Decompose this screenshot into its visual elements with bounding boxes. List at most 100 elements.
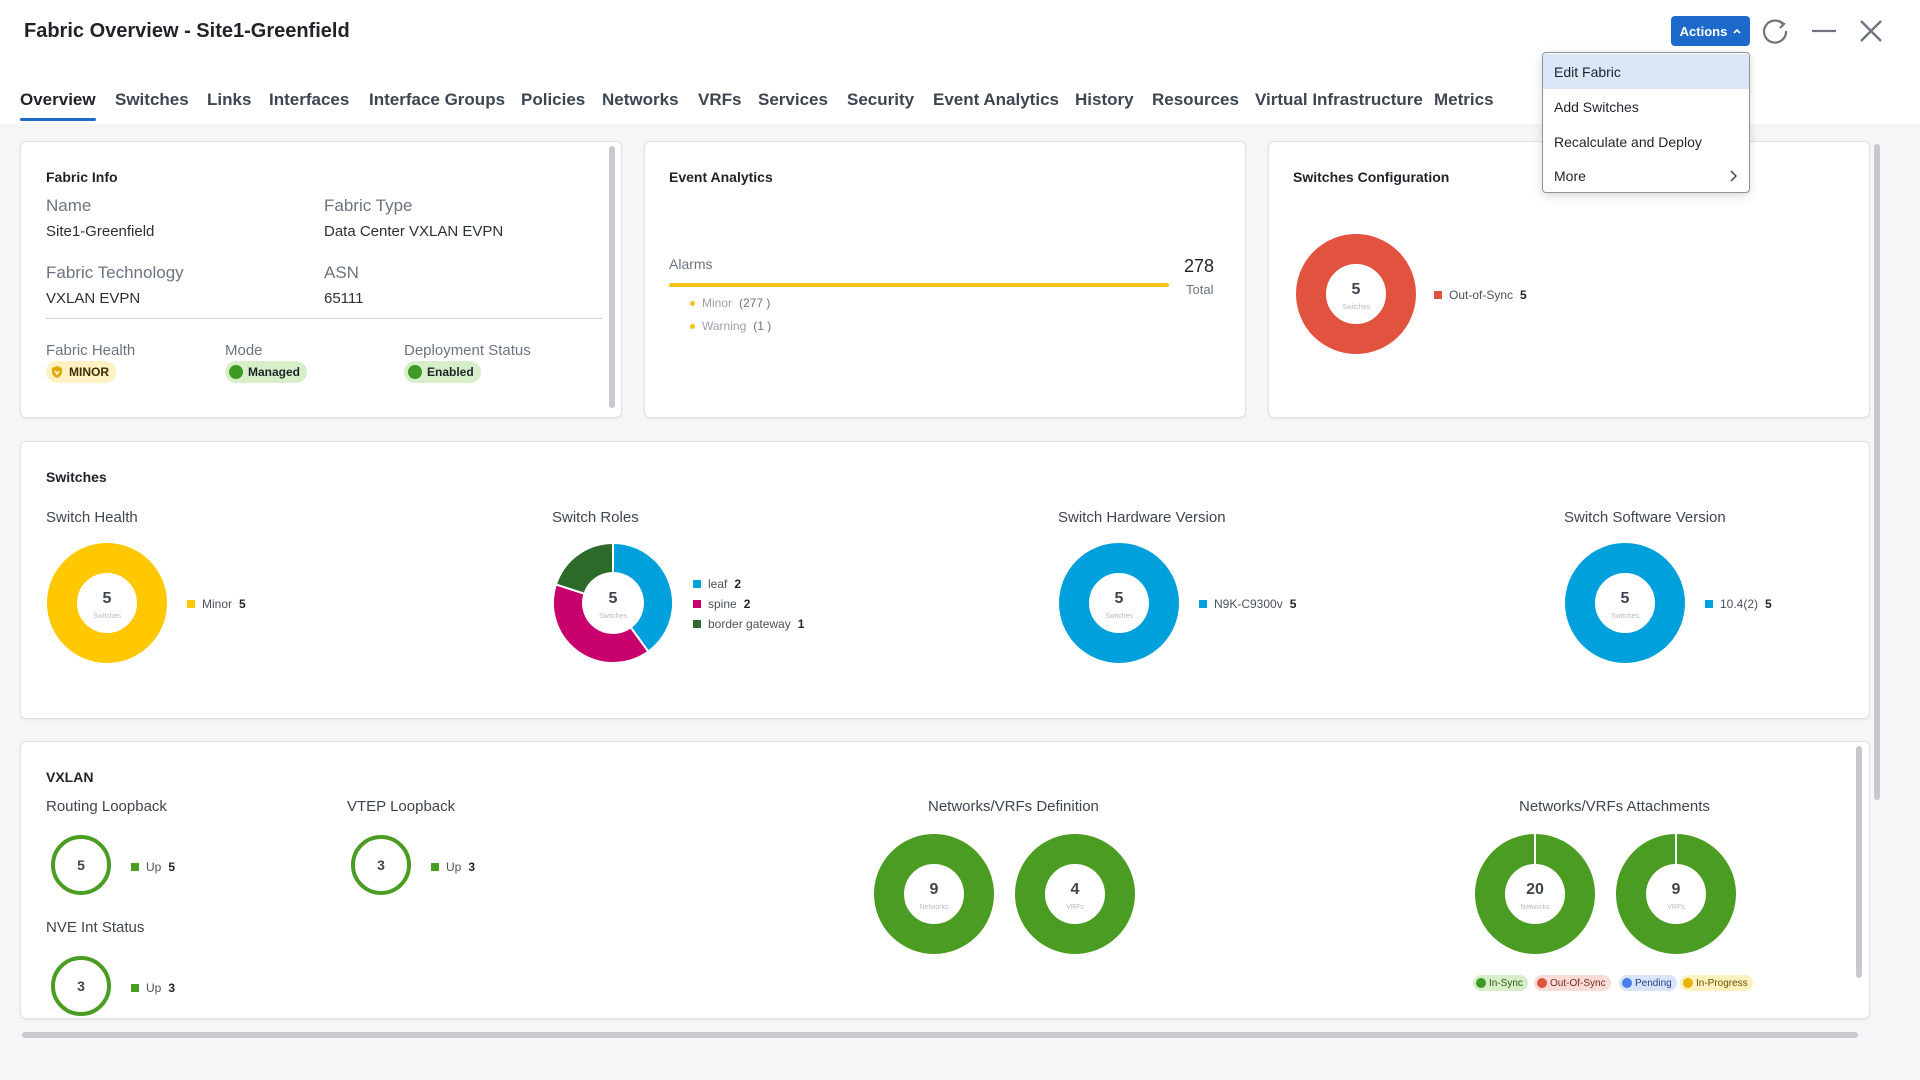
legend-routing-up: Up 5 <box>131 860 175 874</box>
status-dot-icon <box>229 365 243 379</box>
legend-label: border gateway <box>708 617 791 631</box>
alarm-minor-row: Minor (277 ) <box>690 296 770 310</box>
fabric-technology-label: Fabric Technology <box>46 263 184 282</box>
menu-item-add-switches[interactable]: Add Switches <box>1543 89 1749 124</box>
donut-slice-border-gateway <box>554 543 614 595</box>
vtep-loopback-ring: 3 <box>351 835 411 895</box>
legend-label: Minor <box>202 597 233 611</box>
alarm-warning-row: Warning (1 ) <box>690 319 771 333</box>
chevron-right-icon <box>1730 170 1737 182</box>
tab-services[interactable]: Services <box>758 90 828 109</box>
vxlan-scrollbar[interactable] <box>1856 746 1862 978</box>
networks-vrfs-attachments-label: Networks/VRFs Attachments <box>1519 798 1710 815</box>
donut-center-label: Switches <box>1611 613 1640 620</box>
donut-center-value: 20 <box>1526 881 1544 898</box>
alarms-label: Alarms <box>669 256 713 272</box>
status-label: In-Progress <box>1696 977 1748 989</box>
donut-center-label: Networks <box>919 904 949 911</box>
alarm-warning-label: Warning <box>702 319 747 333</box>
tab-interfaces[interactable]: Interfaces <box>269 90 350 109</box>
definition-vrfs-donut: 4 VRFs <box>1015 834 1135 954</box>
refresh-icon[interactable] <box>1758 14 1792 48</box>
fabric-health-value: MINOR <box>69 365 109 379</box>
shield-icon <box>52 366 62 378</box>
status-label: Out-Of-Sync <box>1550 977 1606 989</box>
donut-center-value: 9 <box>930 881 939 898</box>
actions-menu: Edit Fabric Add Switches Recalculate and… <box>1542 52 1750 193</box>
ring-value: 3 <box>377 857 385 873</box>
tab-history[interactable]: History <box>1075 90 1134 109</box>
routing-loopback-ring: 5 <box>51 835 111 895</box>
legend-swatch <box>187 600 195 608</box>
mode-label: Mode <box>225 342 263 359</box>
tab-networks[interactable]: Networks <box>602 90 679 109</box>
legend-count: 5 <box>168 860 176 874</box>
donut-center-label: VRFs <box>1066 904 1084 911</box>
menu-item-label: More <box>1554 167 1586 184</box>
menu-item-recalculate-deploy[interactable]: Recalculate and Deploy <box>1543 124 1749 159</box>
menu-item-more[interactable]: More <box>1543 158 1749 193</box>
legend-count: 2 <box>743 597 751 611</box>
tab-overview[interactable]: Overview <box>20 90 96 121</box>
legend-swatch <box>431 863 439 871</box>
actions-button[interactable]: Actions <box>1671 16 1750 46</box>
switches-title: Switches <box>46 469 107 485</box>
nve-int-status-label: NVE Int Status <box>46 919 145 936</box>
legend-leaf: leaf 2 <box>693 577 741 591</box>
legend-label: spine <box>708 597 737 611</box>
tab-vrfs[interactable]: VRFs <box>698 90 742 109</box>
legend-swatch <box>131 984 139 992</box>
donut-center-value: 5 <box>1621 590 1630 607</box>
ring-value: 3 <box>77 978 85 994</box>
legend-spine: spine 2 <box>693 597 750 611</box>
status-dot-icon <box>408 365 422 379</box>
tab-event-analytics[interactable]: Event Analytics <box>933 90 1059 109</box>
status-label: Pending <box>1635 977 1672 989</box>
close-icon[interactable] <box>1854 14 1888 48</box>
chevron-up-icon <box>1733 28 1741 34</box>
legend-minor: Minor 5 <box>187 597 246 611</box>
mode-value: Managed <box>248 365 301 379</box>
nve-int-status-ring: 3 <box>51 956 111 1016</box>
page-vertical-scrollbar[interactable] <box>1874 144 1880 800</box>
legend-swatch <box>131 863 139 871</box>
fabric-info-scrollbar[interactable] <box>609 146 615 408</box>
status-out-of-sync: Out-Of-Sync <box>1534 975 1611 991</box>
tab-interface-groups[interactable]: Interface Groups <box>369 90 506 109</box>
tab-security[interactable]: Security <box>847 90 915 109</box>
minimize-icon[interactable] <box>1806 14 1840 48</box>
legend-count: 3 <box>168 981 176 995</box>
fabric-type-label: Fabric Type <box>324 196 413 215</box>
fabric-name-value: Site1-Greenfield <box>46 223 155 240</box>
tab-metrics[interactable]: Metrics <box>1434 90 1494 109</box>
tab-links[interactable]: Links <box>207 90 252 109</box>
donut-center-label: Switches <box>93 613 122 620</box>
legend-count: 5 <box>1289 597 1297 611</box>
status-dot-icon <box>1476 978 1486 988</box>
switches-configuration-title: Switches Configuration <box>1293 169 1450 185</box>
alarm-minor-label: Minor <box>702 296 733 310</box>
menu-item-edit-fabric[interactable]: Edit Fabric <box>1543 54 1749 89</box>
attachments-networks-donut: 20 Networks <box>1475 834 1595 954</box>
status-dot-icon <box>1537 978 1547 988</box>
name-label: Name <box>46 196 92 215</box>
legend-label: Up <box>146 860 162 874</box>
tab-switches[interactable]: Switches <box>115 90 189 109</box>
switch-health-label: Switch Health <box>46 509 138 526</box>
switch-hardware-version-label: Switch Hardware Version <box>1058 509 1226 526</box>
legend-10-4-2: 10.4(2) 5 <box>1705 597 1772 611</box>
fabric-info-title: Fabric Info <box>46 169 118 185</box>
switch-health-donut: 5 Switches <box>47 543 167 663</box>
alarms-bar <box>669 283 1169 287</box>
tab-resources[interactable]: Resources <box>1152 90 1239 109</box>
donut-slice-minor <box>47 543 167 663</box>
legend-swatch <box>693 580 701 588</box>
asn-value: 65111 <box>324 290 364 307</box>
status-dot-icon <box>1683 978 1693 988</box>
tab-virtual-infrastructure[interactable]: Virtual Infrastructure <box>1255 90 1423 109</box>
page-horizontal-scrollbar[interactable] <box>22 1032 1858 1038</box>
donut-slice-spine <box>553 583 650 663</box>
tab-policies[interactable]: Policies <box>521 90 586 109</box>
status-pending: Pending <box>1619 975 1677 991</box>
deployment-status-badge: Enabled <box>404 361 481 383</box>
